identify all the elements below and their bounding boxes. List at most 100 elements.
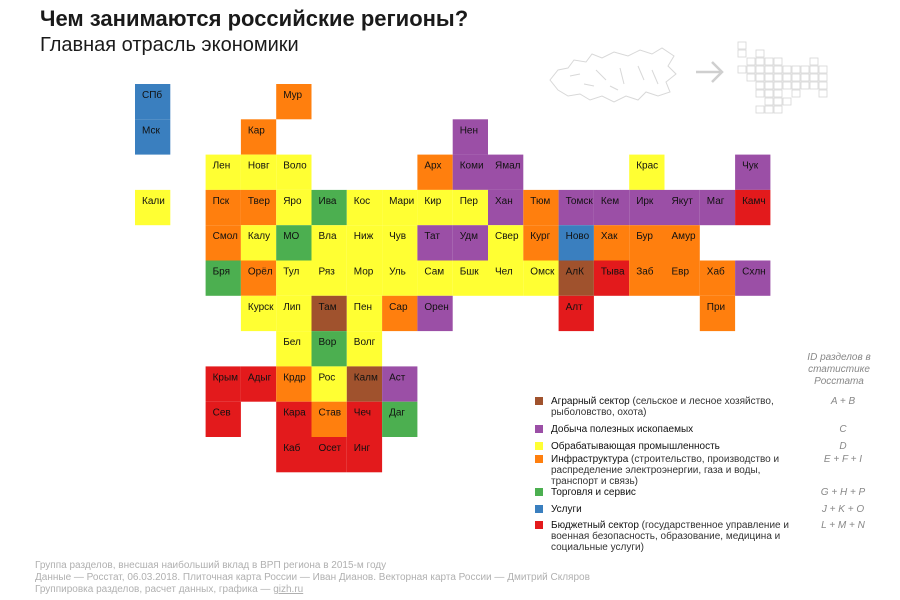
- region-label: Лип: [283, 302, 301, 313]
- region-label: Кир: [424, 196, 441, 207]
- legend-swatch: [535, 455, 543, 463]
- region-tile-fill: [417, 295, 453, 332]
- region-tile-fill: [593, 189, 630, 226]
- region-label: Алт: [566, 302, 584, 313]
- region-label: Кем: [601, 196, 619, 207]
- region-tile: СПб: [135, 84, 171, 120]
- region-label: Каб: [283, 442, 300, 454]
- region-tile: Чеч: [346, 401, 383, 437]
- region-label: Омск: [530, 267, 555, 278]
- region-tile: Адыг: [240, 366, 277, 402]
- region-tile: Бря: [205, 260, 241, 296]
- region-tile-fill: [452, 189, 488, 226]
- region-tile-fill: [311, 295, 347, 332]
- region-tile: Калм: [346, 366, 383, 402]
- legend-swatch: [535, 397, 543, 405]
- region-tile: Орёл: [240, 260, 277, 296]
- region-label: Воло: [283, 161, 307, 172]
- region-tile-fill: [346, 366, 383, 402]
- region-label: Бел: [283, 337, 301, 348]
- region-tile: Бур: [629, 225, 665, 261]
- gizh-link[interactable]: gizh.ru: [273, 584, 304, 595]
- region-label: Схлн: [742, 267, 766, 278]
- region-label: Коми: [460, 161, 484, 172]
- region-tile-fill: [276, 331, 312, 367]
- region-label: Хак: [601, 231, 618, 242]
- region-tile-fill: [311, 189, 347, 226]
- region-label: Тат: [424, 231, 440, 242]
- region-tile-fill: [629, 189, 665, 226]
- region-tile: Ива: [311, 189, 347, 226]
- region-tile-fill: [382, 401, 418, 437]
- region-label: Волг: [354, 337, 376, 348]
- region-label: Вор: [319, 337, 337, 348]
- region-tile-fill: [382, 260, 418, 296]
- region-tile-fill: [452, 154, 488, 190]
- region-label: Бря: [213, 267, 230, 278]
- region-tile-fill: [699, 260, 736, 296]
- region-tile-fill: [205, 366, 241, 402]
- footer-credit: Группировка разделов, расчет данных, гра…: [35, 584, 274, 595]
- region-label: Ряз: [319, 267, 336, 278]
- region-tile: Кем: [593, 189, 630, 226]
- region-label: Хан: [495, 196, 513, 207]
- region-tile-fill: [205, 154, 241, 190]
- region-tile-fill: [382, 189, 418, 226]
- region-tile-fill: [276, 225, 312, 261]
- region-label: Уль: [389, 267, 406, 278]
- legend-id: A + B: [830, 396, 856, 407]
- region-tile-fill: [629, 154, 665, 190]
- legend-id: E + F + I: [823, 454, 863, 465]
- legend-swatch: [535, 488, 543, 496]
- region-tile-fill: [664, 189, 700, 226]
- page-subtitle: Главная отрасль экономики: [40, 34, 299, 56]
- region-tile-fill: [135, 84, 171, 120]
- region-label: Кург: [530, 231, 550, 242]
- region-tile: Пер: [452, 189, 488, 226]
- region-tile-fill: [417, 154, 453, 190]
- region-label: Пск: [213, 196, 230, 207]
- region-tile: Там: [311, 295, 347, 332]
- region-tile-fill: [488, 225, 524, 261]
- region-tile-fill: [240, 189, 277, 226]
- region-tile: Курск: [240, 295, 277, 332]
- region-tile-fill: [311, 225, 347, 261]
- region-label: Там: [319, 302, 337, 313]
- region-tile: Чув: [382, 225, 418, 261]
- region-label: Сев: [213, 408, 231, 419]
- region-tile: Схлн: [735, 260, 771, 296]
- region-tile: Тюм: [523, 189, 559, 226]
- footer-line-3: Группировка разделов, расчет данных, гра…: [35, 584, 590, 596]
- region-tile: Сев: [205, 401, 241, 437]
- region-tile-fill: [240, 295, 277, 332]
- region-label: Крдр: [283, 372, 306, 383]
- region-tile: Калу: [240, 225, 277, 261]
- region-label: Бшк: [460, 267, 480, 278]
- region-label: Курск: [248, 302, 274, 313]
- region-tile: Евр: [664, 260, 700, 296]
- region-tile-fill: [276, 366, 312, 402]
- arrow-right-icon: [696, 61, 724, 83]
- legend-id: J + K + O: [821, 504, 865, 515]
- region-label: Тыва: [601, 267, 625, 278]
- region-tile: Уль: [382, 260, 418, 296]
- region-tile: Бел: [276, 331, 312, 367]
- region-label: Крас: [636, 161, 658, 172]
- region-tile: Арх: [417, 154, 453, 190]
- region-label: Рос: [319, 372, 336, 383]
- region-label: Томск: [566, 196, 594, 207]
- region-tile-fill: [276, 189, 312, 226]
- footer-line-1: Группа разделов, внесшая наибольший вкла…: [35, 560, 387, 571]
- region-label: Кара: [283, 408, 306, 419]
- region-tile-fill: [311, 366, 347, 402]
- region-tile: Нен: [452, 119, 488, 155]
- legend-label: Инфраструктура (строительство, производс…: [551, 454, 780, 487]
- region-label: Свер: [495, 231, 519, 242]
- region-label: Твер: [248, 196, 270, 207]
- region-label: Тюм: [530, 196, 550, 207]
- region-tile-fill: [452, 225, 488, 261]
- region-tile: Ямал: [488, 154, 524, 190]
- region-label: Ново: [566, 231, 590, 242]
- region-label: Тул: [283, 267, 299, 278]
- tile-grid-icon: [737, 41, 828, 114]
